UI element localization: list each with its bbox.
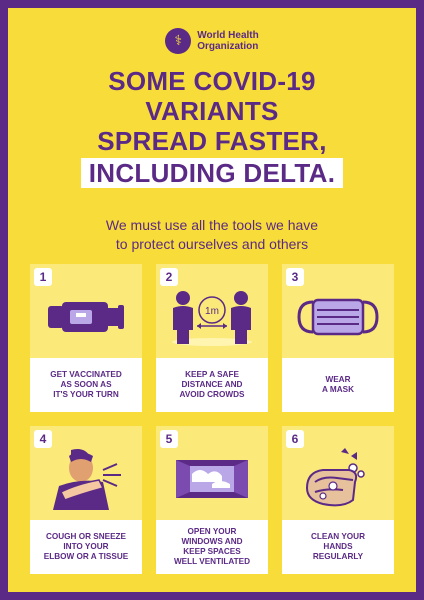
step-card-5: 5 OPEN YOUR WINDOWS AND KEEP SPACES WELL… bbox=[156, 426, 268, 574]
step-number: 3 bbox=[286, 268, 304, 286]
poster: ⚕ World Health Organization SOME COVID-1… bbox=[8, 8, 416, 592]
step-number: 4 bbox=[34, 430, 52, 448]
subtitle: We must use all the tools we have to pro… bbox=[105, 217, 319, 252]
step-number: 5 bbox=[160, 430, 178, 448]
steps-grid: 1 GET VACCINATED AS SOON AS IT'S YOUR TU… bbox=[30, 264, 394, 574]
step-label: KEEP A SAFE DISTANCE AND AVOID CROWDS bbox=[156, 358, 268, 412]
distance-people-icon: 1m bbox=[156, 286, 268, 348]
distance-marker-label: 1m bbox=[205, 306, 219, 317]
step-card-2: 2 1m KEEP A SAFE DISTANCE AND AVOID CROW… bbox=[156, 264, 268, 412]
who-emblem-icon: ⚕ bbox=[165, 28, 192, 54]
step-label: WEAR A MASK bbox=[282, 358, 394, 412]
who-logo: ⚕ World Health Organization bbox=[8, 26, 416, 56]
step-card-4: 4 COUGH OR SNEEZE INTO YOUR ELBOW OR A T… bbox=[30, 426, 142, 574]
title-highlight: INCLUDING DELTA. bbox=[80, 158, 344, 188]
step-label: COUGH OR SNEEZE INTO YOUR ELBOW OR A TIS… bbox=[30, 520, 142, 574]
step-label: GET VACCINATED AS SOON AS IT'S YOUR TURN bbox=[30, 358, 142, 412]
step-number: 2 bbox=[160, 268, 178, 286]
vaccine-vial-icon bbox=[30, 286, 142, 348]
page-title: SOME COVID-19 VARIANTS SPREAD FASTER, IN… bbox=[8, 66, 416, 188]
face-mask-icon bbox=[282, 286, 394, 348]
hand-washing-icon bbox=[282, 448, 394, 510]
step-number: 6 bbox=[286, 430, 304, 448]
step-label: OPEN YOUR WINDOWS AND KEEP SPACES WELL V… bbox=[156, 520, 268, 574]
open-window-icon bbox=[156, 448, 268, 510]
who-name: World Health Organization bbox=[197, 30, 259, 52]
step-card-1: 1 GET VACCINATED AS SOON AS IT'S YOUR TU… bbox=[30, 264, 142, 412]
step-number: 1 bbox=[34, 268, 52, 286]
step-card-6: 6 CLEAN YOUR HANDS REGULARLY bbox=[282, 426, 394, 574]
step-label: CLEAN YOUR HANDS REGULARLY bbox=[282, 520, 394, 574]
step-card-3: 3 WEAR A MASK bbox=[282, 264, 394, 412]
cough-elbow-icon bbox=[30, 448, 142, 510]
